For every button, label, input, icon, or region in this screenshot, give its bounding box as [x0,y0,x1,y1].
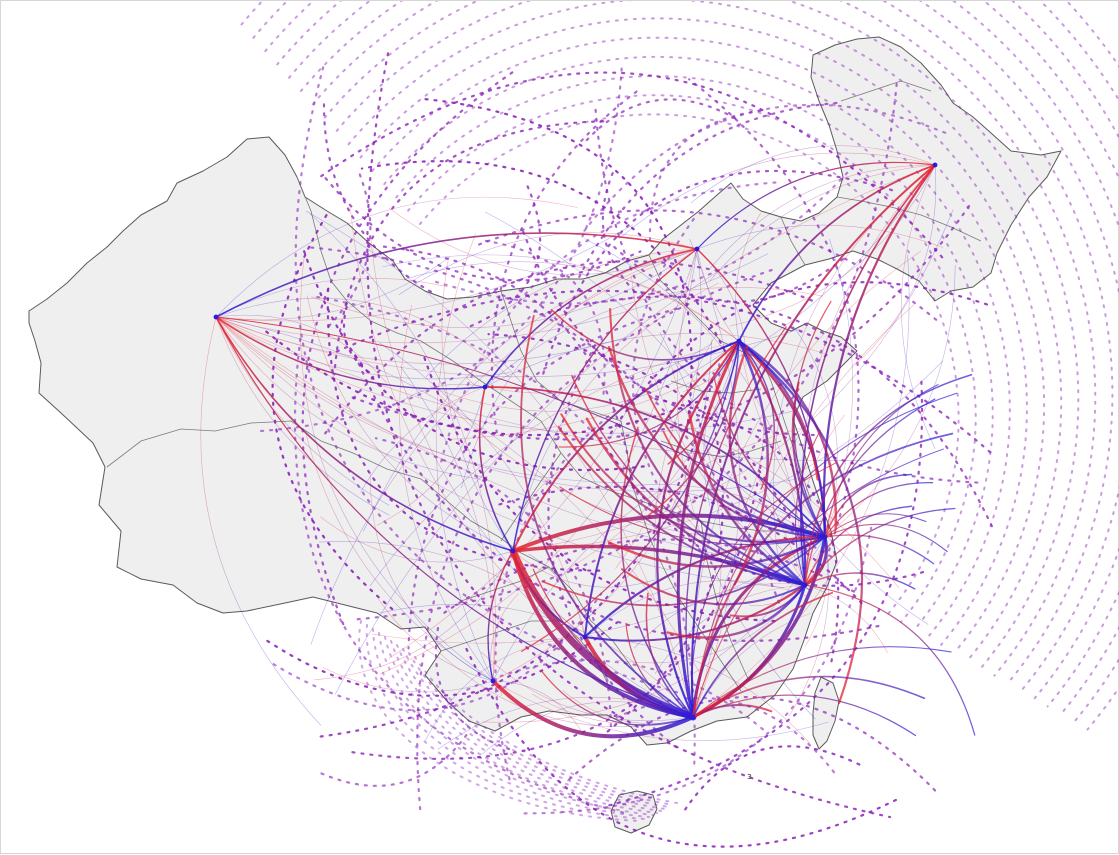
particle-trail [683,746,860,813]
hub-northeast-marker [933,163,938,168]
hub-southeast-marker [803,583,808,588]
hub-south-marker [691,715,696,720]
hub-southwest-marker [511,549,516,554]
particle-trail [322,733,469,786]
hub-west-central-marker [483,385,488,390]
hub-north-central-marker [695,247,700,252]
land-layer [29,37,1061,833]
hub-central-south-marker [583,635,588,640]
hub-northwest-marker [214,315,219,320]
map-artifact-mark: з [747,772,752,782]
hub-north-china-marker [737,339,742,344]
particle-trail [583,99,735,143]
hub-far-south-marker [491,679,496,684]
hub-east-marker [823,535,828,540]
